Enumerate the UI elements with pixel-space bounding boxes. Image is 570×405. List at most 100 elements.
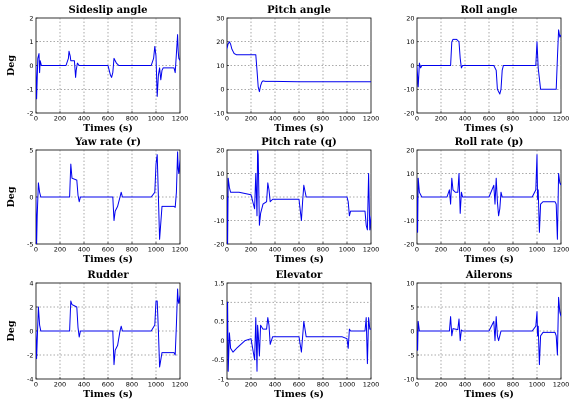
x-tick-label: 800 bbox=[317, 115, 329, 123]
series-line-0 bbox=[36, 34, 180, 100]
x-axis-label: Times (s) bbox=[464, 389, 514, 400]
y-tick-label: 5 bbox=[410, 303, 414, 311]
x-tick-label: 1200 bbox=[172, 246, 189, 254]
x-tick-label: 1000 bbox=[148, 381, 165, 389]
y-tick-label: -2 bbox=[27, 109, 33, 117]
x-tick-label: 1000 bbox=[339, 381, 356, 389]
series-line-0 bbox=[36, 151, 180, 244]
y-tick-label: -5 bbox=[27, 240, 33, 248]
x-axis-label: Times (s) bbox=[274, 123, 324, 134]
x-tick-label: 200 bbox=[435, 115, 447, 123]
y-tick-label: 0 bbox=[410, 327, 414, 335]
x-axis-label: Times (s) bbox=[83, 254, 133, 265]
x-tick-label: 800 bbox=[507, 381, 519, 389]
chart-title: Sideslip angle bbox=[69, 5, 148, 16]
x-tick-label: 600 bbox=[483, 381, 495, 389]
chart-panel-5: 0 200 400 600 800 1000 1200 -20 -10 0 10 20 Roll rat… bbox=[404, 137, 569, 265]
x-tick-label: 1200 bbox=[363, 246, 380, 254]
x-tick-label: 600 bbox=[293, 115, 305, 123]
chart-title: Pitch angle bbox=[267, 5, 331, 16]
y-tick-label: 10 bbox=[406, 279, 414, 287]
y-tick-label: -20 bbox=[404, 240, 415, 248]
y-tick-label: 20 bbox=[216, 146, 224, 154]
y-tick-label: 20 bbox=[406, 14, 414, 22]
x-axis-label: Times (s) bbox=[274, 389, 324, 400]
x-tick-label: 1200 bbox=[172, 381, 189, 389]
x-tick-label: 400 bbox=[78, 115, 90, 123]
x-tick-label: 400 bbox=[459, 381, 471, 389]
y-tick-label: 0 bbox=[410, 62, 414, 70]
x-tick-label: 1200 bbox=[363, 115, 380, 123]
x-tick-label: 0 bbox=[415, 381, 419, 389]
x-tick-label: 200 bbox=[54, 381, 66, 389]
y-tick-label: -10 bbox=[404, 217, 415, 225]
chart-title: Roll rate (p) bbox=[455, 137, 524, 148]
x-tick-label: 1200 bbox=[172, 115, 189, 123]
series-line-0 bbox=[227, 301, 371, 372]
chart-title: Roll angle bbox=[461, 5, 518, 16]
y-tick-label: 0 bbox=[29, 327, 33, 335]
chart-panel-6: 0 200 400 600 800 1000 1200 -4 -2 0 2 4 Rudder Times … bbox=[6, 270, 188, 400]
x-tick-label: 400 bbox=[78, 246, 90, 254]
x-tick-label: 600 bbox=[293, 381, 305, 389]
chart-panel-7: 0 200 400 600 800 1000 1200 -1 -0.5 0 0.5 1 1.5 Eleva… bbox=[212, 270, 379, 400]
x-tick-label: 400 bbox=[269, 246, 281, 254]
y-tick-label: -10 bbox=[214, 217, 225, 225]
x-tick-label: 0 bbox=[225, 246, 229, 254]
x-axis-label: Times (s) bbox=[83, 123, 133, 134]
series-line-0 bbox=[417, 154, 561, 240]
series-line-0 bbox=[227, 150, 371, 244]
x-tick-label: 0 bbox=[225, 115, 229, 123]
x-tick-label: 600 bbox=[102, 115, 114, 123]
chart-panel-8: 0 200 400 600 800 1000 1200 -10 -5 0 5 10 Ailerons Ti… bbox=[404, 270, 569, 400]
y-tick-label: -0.5 bbox=[212, 356, 225, 364]
y-axis-label: Deg bbox=[6, 186, 17, 207]
x-tick-label: 0 bbox=[415, 246, 419, 254]
chart-panel-2: 0 200 400 600 800 1000 1200 -20 -10 0 10 20 Roll ang… bbox=[404, 5, 569, 134]
x-tick-label: 600 bbox=[102, 381, 114, 389]
y-tick-label: 10 bbox=[216, 170, 224, 178]
y-tick-label: -1 bbox=[27, 86, 33, 94]
x-tick-label: 600 bbox=[293, 246, 305, 254]
x-tick-label: 600 bbox=[102, 246, 114, 254]
x-axis-label: Times (s) bbox=[83, 389, 133, 400]
y-tick-label: -10 bbox=[404, 375, 415, 383]
x-tick-label: 0 bbox=[225, 381, 229, 389]
y-tick-label: 0 bbox=[220, 86, 224, 94]
y-tick-label: -20 bbox=[214, 240, 225, 248]
y-tick-label: 1 bbox=[220, 299, 224, 307]
x-tick-label: 0 bbox=[415, 115, 419, 123]
x-tick-label: 1200 bbox=[363, 381, 380, 389]
x-tick-label: 200 bbox=[245, 381, 257, 389]
chart-title: Rudder bbox=[87, 270, 129, 281]
series-line-0 bbox=[227, 41, 371, 93]
x-axis-label: Times (s) bbox=[464, 254, 514, 265]
x-tick-label: 1000 bbox=[339, 246, 356, 254]
x-tick-label: 400 bbox=[269, 115, 281, 123]
chart-title: Pitch rate (q) bbox=[261, 137, 336, 148]
chart-panel-4: 0 200 400 600 800 1000 1200 -20 -10 0 10 20 Pitch ra… bbox=[214, 137, 379, 265]
y-tick-label: 0 bbox=[410, 193, 414, 201]
y-tick-label: 0 bbox=[220, 193, 224, 201]
y-tick-label: 20 bbox=[216, 38, 224, 46]
plot-area bbox=[226, 282, 372, 380]
x-tick-label: 800 bbox=[507, 246, 519, 254]
x-tick-label: 1000 bbox=[339, 115, 356, 123]
x-tick-label: 400 bbox=[269, 381, 281, 389]
y-tick-label: -5 bbox=[408, 351, 414, 359]
y-tick-label: 20 bbox=[406, 146, 414, 154]
series-line-0 bbox=[417, 296, 561, 366]
y-tick-label: 10 bbox=[216, 62, 224, 70]
x-tick-label: 1200 bbox=[553, 246, 570, 254]
y-tick-label: 1 bbox=[29, 38, 33, 46]
y-tick-label: -2 bbox=[27, 351, 33, 359]
y-tick-label: 0 bbox=[220, 337, 224, 345]
y-tick-label: 4 bbox=[29, 279, 33, 287]
y-axis-label: Deg bbox=[6, 320, 17, 341]
chart-panel-0: 0 200 400 600 800 1000 1200 -2 -1 0 1 2 Sideslip ang… bbox=[6, 5, 188, 134]
chart-title: Yaw rate (r) bbox=[74, 137, 141, 148]
x-tick-label: 200 bbox=[435, 381, 447, 389]
x-tick-label: 200 bbox=[245, 115, 257, 123]
y-tick-label: 0 bbox=[29, 62, 33, 70]
